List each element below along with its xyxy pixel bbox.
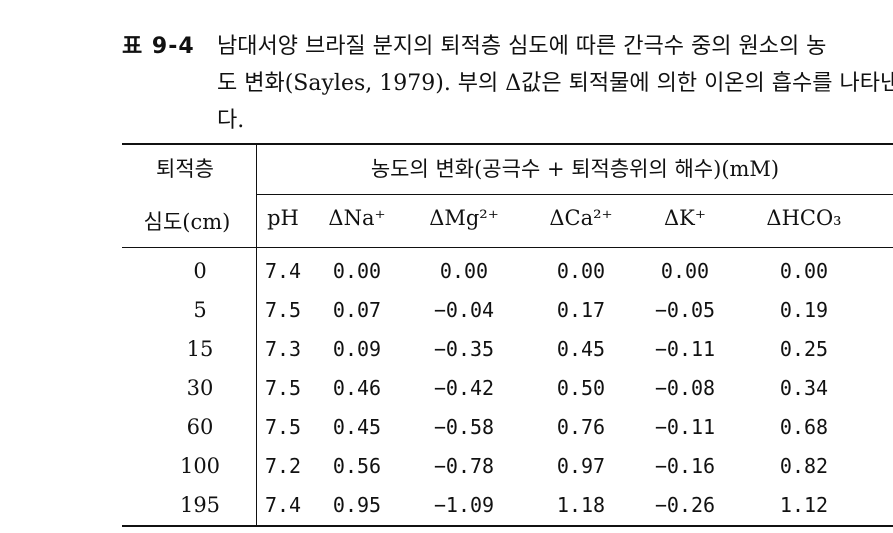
depth-cell: 60 bbox=[186, 415, 214, 439]
k-cell: −0.26 bbox=[654, 493, 716, 517]
depth-cell: 5 bbox=[193, 298, 207, 322]
depth-cell: 0 bbox=[193, 259, 207, 283]
mg-cell: −1.09 bbox=[433, 493, 495, 517]
na-cell: 0.00 bbox=[332, 259, 382, 283]
header-bottom-rule bbox=[122, 247, 893, 248]
hco3-cell: 0.68 bbox=[779, 415, 829, 439]
table-number: 표 9-4 bbox=[122, 34, 195, 59]
na-cell: 0.09 bbox=[332, 337, 382, 361]
k-cell: 0.00 bbox=[660, 259, 710, 283]
table-top-rule bbox=[122, 143, 893, 145]
ca-cell: 0.76 bbox=[556, 415, 606, 439]
hco3-cell: 0.00 bbox=[779, 259, 829, 283]
na-cell: 0.45 bbox=[332, 415, 382, 439]
caption-line-1: 남대서양 브라질 분지의 퇴적층 심도에 따른 간극수 중의 원소의 농 bbox=[217, 34, 827, 59]
caption-line-3: 다. bbox=[217, 108, 245, 133]
na-cell: 0.07 bbox=[332, 298, 382, 322]
ph-cell: 7.5 bbox=[264, 376, 302, 400]
mg-cell: 0.00 bbox=[439, 259, 489, 283]
depth-cell: 195 bbox=[179, 493, 221, 517]
ph-cell: 7.5 bbox=[264, 415, 302, 439]
ph-cell: 7.3 bbox=[264, 337, 302, 361]
column-header-ph: pH bbox=[267, 206, 299, 230]
group-header: 농도의 변화(공극수 + 퇴적층위의 해수)(mM) bbox=[370, 157, 780, 181]
column-header-mg: ΔMg²⁺ bbox=[429, 206, 499, 230]
row-header-top: 퇴적층 bbox=[156, 157, 214, 181]
na-cell: 0.56 bbox=[332, 454, 382, 478]
hco3-cell: 1.12 bbox=[779, 493, 829, 517]
depth-cell: 30 bbox=[186, 376, 214, 400]
na-cell: 0.95 bbox=[332, 493, 382, 517]
mg-cell: −0.42 bbox=[433, 376, 495, 400]
ph-cell: 7.2 bbox=[264, 454, 302, 478]
ca-cell: 0.17 bbox=[556, 298, 606, 322]
ph-cell: 7.4 bbox=[264, 493, 302, 517]
mg-cell: −0.78 bbox=[433, 454, 495, 478]
caption-line-2: 도 변화(Sayles, 1979). 부의 Δ값은 퇴적물에 의한 이온의 흡… bbox=[217, 71, 893, 96]
ca-cell: 0.45 bbox=[556, 337, 606, 361]
ca-cell: 0.97 bbox=[556, 454, 606, 478]
k-cell: −0.08 bbox=[654, 376, 716, 400]
row-header-divider bbox=[256, 145, 257, 525]
row-header-bottom: 심도(cm) bbox=[143, 210, 231, 234]
mg-cell: −0.35 bbox=[433, 337, 495, 361]
hco3-cell: 0.19 bbox=[779, 298, 829, 322]
mg-cell: −0.58 bbox=[433, 415, 495, 439]
depth-cell: 15 bbox=[186, 337, 214, 361]
ca-cell: 0.00 bbox=[556, 259, 606, 283]
k-cell: −0.05 bbox=[654, 298, 716, 322]
column-header-na: ΔNa⁺ bbox=[328, 206, 386, 230]
table-bottom-rule bbox=[122, 525, 893, 527]
k-cell: −0.11 bbox=[654, 415, 716, 439]
k-cell: −0.11 bbox=[654, 337, 716, 361]
mg-cell: −0.04 bbox=[433, 298, 495, 322]
ca-cell: 0.50 bbox=[556, 376, 606, 400]
hco3-cell: 0.25 bbox=[779, 337, 829, 361]
depth-cell: 100 bbox=[179, 454, 221, 478]
column-header-k: ΔK⁺ bbox=[664, 206, 706, 230]
column-header-hco3: ΔHCO₃ bbox=[766, 206, 842, 230]
column-header-ca: ΔCa²⁺ bbox=[549, 206, 613, 230]
ph-cell: 7.4 bbox=[264, 259, 302, 283]
ph-cell: 7.5 bbox=[264, 298, 302, 322]
k-cell: −0.16 bbox=[654, 454, 716, 478]
hco3-cell: 0.34 bbox=[779, 376, 829, 400]
na-cell: 0.46 bbox=[332, 376, 382, 400]
group-header-rule bbox=[256, 194, 893, 195]
ca-cell: 1.18 bbox=[556, 493, 606, 517]
hco3-cell: 0.82 bbox=[779, 454, 829, 478]
